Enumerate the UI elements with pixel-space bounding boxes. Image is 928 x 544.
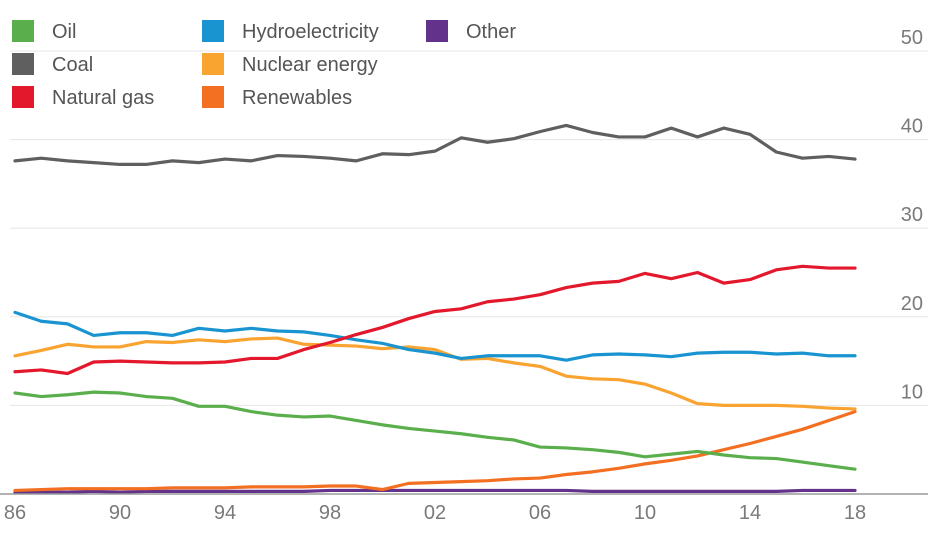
x-tick-label-14: 14 bbox=[739, 502, 761, 524]
series-line-hydroelectricity bbox=[13, 310, 857, 362]
legend-label-renewables: Renewables bbox=[242, 87, 352, 109]
legend-swatch-nuclear-energy bbox=[202, 53, 224, 75]
legend-label-natural-gas: Natural gas bbox=[52, 87, 154, 109]
legend-label-hydroelectricity: Hydroelectricity bbox=[242, 21, 379, 43]
y-tick-label-50: 50 bbox=[901, 27, 923, 49]
x-tick-labels: 86 90 94 98 02 06 10 14 18 bbox=[4, 502, 866, 524]
series-line-coal bbox=[13, 123, 857, 167]
series-line-other bbox=[13, 488, 857, 494]
y-tick-label-10: 10 bbox=[901, 381, 923, 403]
legend-label-oil: Oil bbox=[52, 21, 76, 43]
legend-swatch-renewables bbox=[202, 86, 224, 108]
legend-label-nuclear-energy: Nuclear energy bbox=[242, 54, 378, 76]
series-line-natural-gas bbox=[13, 264, 857, 376]
x-tick-label-98: 98 bbox=[319, 502, 341, 524]
series-lines bbox=[13, 123, 857, 494]
y-tick-label-40: 40 bbox=[901, 116, 923, 138]
series-line-renewables bbox=[13, 410, 857, 493]
legend: Oil Coal Natural gas Hydroelectricity Nuclea… bbox=[12, 20, 516, 109]
x-tick-label-06: 06 bbox=[529, 502, 551, 524]
x-tick-label-02: 02 bbox=[424, 502, 446, 524]
y-tick-labels: 10 20 30 40 50 bbox=[901, 27, 923, 403]
legend-swatch-coal bbox=[12, 53, 34, 75]
legend-swatch-natural-gas bbox=[12, 86, 34, 108]
series-line-oil bbox=[13, 390, 857, 471]
legend-label-other: Other bbox=[466, 21, 516, 43]
y-tick-label-20: 20 bbox=[901, 293, 923, 315]
x-tick-label-18: 18 bbox=[844, 502, 866, 524]
y-tick-label-30: 30 bbox=[901, 204, 923, 226]
legend-swatch-oil bbox=[12, 20, 34, 42]
legend-swatch-hydroelectricity bbox=[202, 20, 224, 42]
x-tick-label-86: 86 bbox=[4, 502, 26, 524]
legend-label-coal: Coal bbox=[52, 54, 93, 76]
x-tick-label-94: 94 bbox=[214, 502, 236, 524]
series-line-nuclear-energy bbox=[13, 336, 857, 411]
x-tick-label-90: 90 bbox=[109, 502, 131, 524]
x-tick-label-10: 10 bbox=[634, 502, 656, 524]
legend-swatch-other bbox=[426, 20, 448, 42]
